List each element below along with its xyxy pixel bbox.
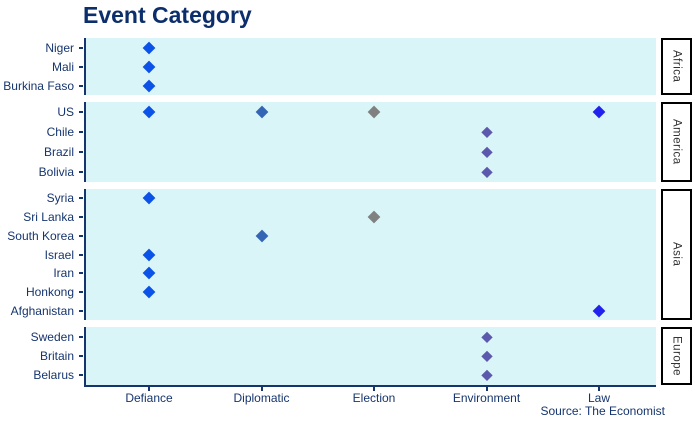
y-axis-label-britain: Britain	[39, 349, 74, 363]
x-axis-tick-label-law: Law	[587, 391, 611, 405]
facet-strip-label: America	[670, 119, 683, 165]
y-axis-label-us: US	[57, 105, 74, 119]
facet-panel-asia	[84, 189, 656, 320]
facet-strip-america: America	[661, 102, 692, 182]
y-axis-tick	[79, 171, 83, 173]
y-axis-label-mali: Mali	[51, 59, 74, 74]
y-axis-tick	[79, 151, 83, 153]
y-axis-label-sweden: Sweden	[30, 329, 74, 344]
facet-panel-europe	[84, 327, 656, 385]
facet-strip-asia: Asia	[661, 189, 692, 320]
source-caption: Source: The Economist	[540, 404, 665, 418]
facet-strip-africa: Africa	[661, 38, 692, 95]
x-axis-line	[84, 385, 656, 387]
y-axis-label-iran: Iran	[53, 266, 74, 281]
y-axis-tick	[79, 374, 83, 377]
facet-strip-label: Asia	[670, 242, 683, 267]
y-axis-label-chile: Chile	[46, 125, 74, 139]
y-axis-tick	[79, 84, 83, 87]
y-axis-tick	[79, 253, 83, 256]
y-axis-label-south-korea: South Korea	[7, 228, 74, 243]
facet-strip-label: Europe	[670, 335, 683, 377]
y-axis-label-bolivia: Bolivia	[38, 165, 74, 179]
y-axis-tick	[79, 216, 83, 219]
y-axis-label-sri-lanka: Sri Lanka	[23, 210, 74, 225]
y-axis-label-brazil: Brazil	[43, 145, 74, 159]
x-axis-tick-label-environment: Environment	[452, 391, 521, 405]
x-axis-tick	[598, 387, 600, 391]
y-axis-label-belarus: Belarus	[33, 368, 74, 383]
y-axis-tick	[79, 335, 83, 338]
facet-strip-label: Africa	[670, 50, 683, 83]
y-axis-tick	[79, 234, 83, 237]
y-axis-label-burkina-faso: Burkina Faso	[3, 78, 74, 93]
y-axis-tick	[79, 197, 83, 200]
y-axis-label-honkong: Honkong	[25, 284, 74, 299]
y-axis-tick	[79, 290, 83, 293]
y-axis-label-afghanistan: Afghanistan	[10, 303, 74, 318]
x-axis-tick	[373, 387, 375, 391]
y-axis-label-syria: Syria	[46, 191, 74, 206]
y-axis-tick	[79, 46, 83, 49]
y-axis-tick	[79, 272, 83, 275]
facet-panel-africa	[84, 38, 656, 95]
x-axis-tick-label-diplomatic: Diplomatic	[233, 391, 290, 405]
y-axis-tick	[79, 65, 83, 68]
y-axis-tick	[79, 355, 83, 357]
x-axis-tick-label-defiance: Defiance	[125, 391, 173, 405]
y-axis-label-israel: Israel	[44, 247, 74, 262]
x-axis-tick	[148, 387, 150, 391]
y-axis-label-niger: Niger	[45, 40, 74, 55]
y-axis-tick	[79, 131, 83, 133]
x-axis-tick	[485, 387, 488, 391]
y-axis-tick	[79, 309, 83, 312]
facet-strip-europe: Europe	[661, 327, 692, 385]
chart-title: Event Category	[83, 2, 252, 28]
x-axis-tick-label-election: Election	[352, 391, 396, 405]
x-axis-tick	[260, 387, 263, 391]
y-axis-tick	[79, 111, 83, 113]
